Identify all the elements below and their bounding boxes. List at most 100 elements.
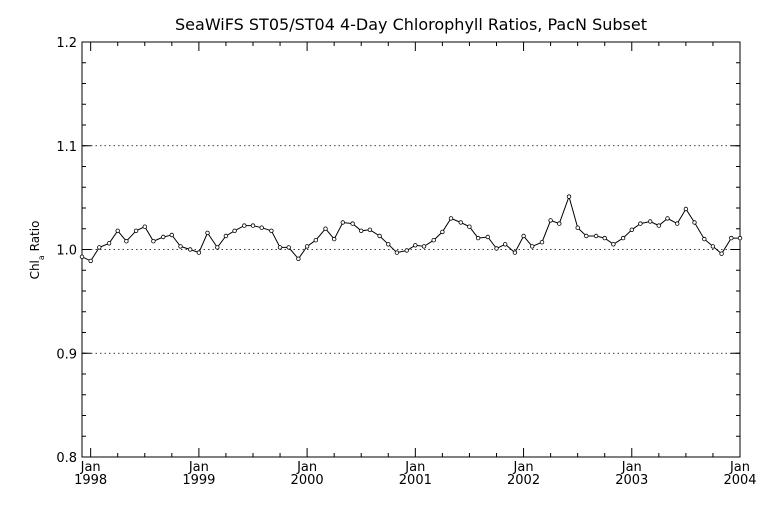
- data-point: [557, 221, 562, 226]
- data-point: [602, 235, 607, 241]
- x-tick-month: Jan: [296, 460, 317, 475]
- data-point: [377, 233, 382, 239]
- data-point: [638, 221, 643, 226]
- data-point: [467, 224, 472, 229]
- data-point: [431, 237, 436, 243]
- data-point: [485, 234, 490, 240]
- y-axis-label-rest: Ratio: [28, 221, 42, 256]
- data-point: [548, 218, 553, 223]
- data-point: [304, 244, 310, 249]
- data-point: [719, 251, 724, 256]
- data-point: [232, 228, 237, 233]
- data-point: [665, 216, 670, 221]
- data-point: [413, 243, 418, 248]
- data-point: [259, 225, 264, 230]
- data-point: [386, 242, 391, 247]
- data-point: [359, 228, 364, 233]
- data-point: [332, 236, 337, 242]
- data-point: [151, 238, 156, 244]
- x-tick-year: 1998: [74, 473, 107, 488]
- data-point: [286, 245, 291, 250]
- data-point: [115, 228, 120, 233]
- x-tick-month: Jan: [404, 460, 425, 475]
- y-tick-label: 0.9: [56, 347, 77, 362]
- y-axis-label-subscript: a: [37, 255, 46, 260]
- data-point: [503, 242, 508, 247]
- y-tick-label: 0.8: [56, 451, 77, 466]
- data-point: [530, 244, 535, 249]
- data-point: [620, 235, 626, 241]
- axis-ticks: [82, 41, 741, 458]
- data-point: [169, 232, 174, 238]
- data-point: [737, 235, 743, 241]
- x-tick-year: 2004: [723, 473, 756, 488]
- x-tick-month: Jan: [80, 460, 101, 475]
- data-point: [629, 227, 634, 232]
- data-point: [313, 237, 318, 243]
- data-point: [350, 221, 355, 226]
- x-tick-month: Jan: [621, 460, 642, 475]
- data-point: [187, 247, 193, 252]
- data-point: [494, 246, 499, 251]
- data-point: [196, 250, 202, 255]
- x-tick-year: 1999: [182, 473, 215, 488]
- data-point: [250, 223, 256, 228]
- data-point: [323, 226, 328, 231]
- y-tick-label: 1.2: [56, 36, 77, 51]
- data-point: [539, 239, 545, 245]
- x-tick-year: 2003: [615, 473, 648, 488]
- series-layer: [79, 194, 743, 264]
- data-point: [692, 220, 697, 225]
- data-point: [79, 254, 85, 259]
- data-point: [296, 256, 301, 261]
- x-tick-month: Jan: [729, 460, 750, 475]
- y-axis-label: Chla Ratio: [28, 221, 46, 280]
- x-tick-year: 2000: [291, 473, 324, 488]
- data-point: [566, 194, 572, 199]
- data-point: [729, 235, 734, 241]
- y-tick-labels: 0.8 0.9 1.0 1.1 1.2: [56, 36, 77, 466]
- data-point: [394, 250, 400, 255]
- data-point: [215, 245, 220, 250]
- data-point: [269, 228, 274, 233]
- data-point: [440, 229, 445, 235]
- plot-frame: [81, 41, 741, 458]
- data-point: [277, 245, 283, 250]
- data-point: [575, 225, 580, 230]
- data-point: [521, 233, 526, 239]
- data-point: [124, 238, 129, 244]
- data-point: [458, 220, 463, 225]
- data-point: [340, 220, 345, 225]
- data-point: [475, 235, 481, 241]
- data-point: [675, 221, 680, 226]
- data-point: [448, 216, 454, 221]
- data-point: [133, 228, 139, 233]
- data-point: [97, 245, 102, 250]
- chart-title: SeaWiFS ST05/ST04 4-Day Chlorophyll Rati…: [175, 15, 647, 34]
- data-point: [683, 206, 689, 212]
- data-point: [106, 241, 112, 246]
- data-point: [160, 234, 166, 240]
- y-tick-label: 1.1: [56, 140, 77, 155]
- data-point: [142, 224, 147, 229]
- x-tick-month: Jan: [513, 460, 534, 475]
- data-point: [611, 242, 616, 247]
- data-point: [702, 236, 707, 242]
- x-tick-labels: Jan1998Jan1999Jan2000Jan2001Jan2002Jan20…: [74, 460, 756, 488]
- data-point: [404, 248, 409, 253]
- y-axis-label-main: Chl: [28, 260, 42, 279]
- grid-lines: [82, 145, 740, 354]
- data-point: [593, 233, 599, 239]
- data-point: [584, 233, 589, 239]
- data-point: [367, 227, 373, 232]
- data-point: [656, 223, 661, 228]
- x-tick-year: 2002: [507, 473, 540, 488]
- x-tick-month: Jan: [188, 460, 209, 475]
- data-point: [88, 258, 93, 264]
- data-point: [205, 230, 210, 236]
- series-line-0: [81, 194, 740, 262]
- y-tick-label: 1.0: [56, 244, 77, 259]
- data-point: [710, 244, 716, 249]
- data-point: [242, 223, 247, 228]
